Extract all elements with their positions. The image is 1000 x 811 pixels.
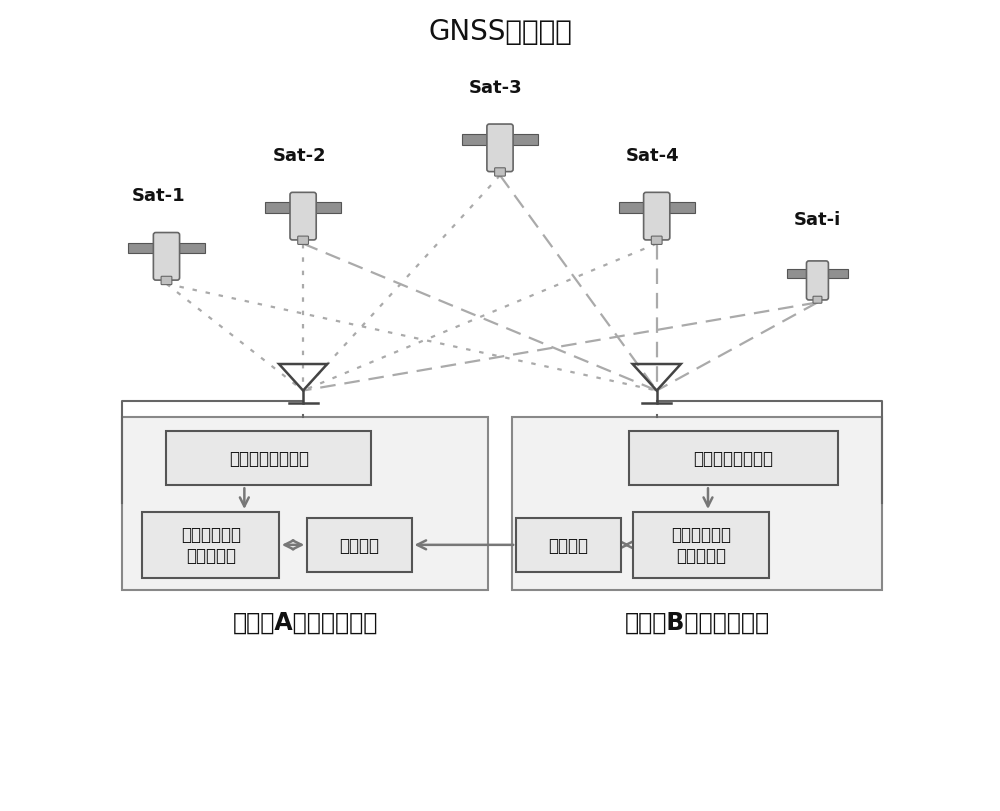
- Polygon shape: [787, 270, 809, 279]
- FancyBboxPatch shape: [142, 513, 279, 578]
- FancyBboxPatch shape: [629, 431, 838, 486]
- Polygon shape: [619, 203, 646, 214]
- FancyBboxPatch shape: [122, 418, 488, 590]
- Text: 伪卫星A时间同步模块: 伪卫星A时间同步模块: [232, 610, 378, 634]
- Polygon shape: [177, 243, 205, 254]
- FancyBboxPatch shape: [806, 262, 828, 301]
- Text: Sat-1: Sat-1: [132, 187, 185, 205]
- Text: Sat-2: Sat-2: [272, 147, 326, 165]
- Text: Sat-i: Sat-i: [794, 211, 841, 229]
- Polygon shape: [265, 203, 292, 214]
- FancyBboxPatch shape: [487, 125, 513, 173]
- FancyBboxPatch shape: [307, 518, 412, 573]
- Polygon shape: [462, 135, 489, 146]
- FancyBboxPatch shape: [813, 297, 822, 304]
- Polygon shape: [511, 135, 538, 146]
- Polygon shape: [826, 270, 848, 279]
- Text: Sat-3: Sat-3: [469, 79, 523, 97]
- Polygon shape: [667, 203, 695, 214]
- Text: 多通道接收机模块: 多通道接收机模块: [693, 449, 773, 467]
- Text: 伪卫星B时间同步模块: 伪卫星B时间同步模块: [624, 610, 769, 634]
- FancyBboxPatch shape: [633, 513, 769, 578]
- FancyBboxPatch shape: [651, 237, 662, 245]
- FancyBboxPatch shape: [512, 418, 882, 590]
- Text: 多通道接收机模块: 多通道接收机模块: [229, 449, 309, 467]
- Polygon shape: [314, 203, 341, 214]
- FancyBboxPatch shape: [153, 234, 180, 281]
- FancyBboxPatch shape: [644, 193, 670, 241]
- Text: GNSS卫星星座: GNSS卫星星座: [428, 19, 572, 46]
- Text: 通信模块: 通信模块: [339, 536, 379, 554]
- FancyBboxPatch shape: [516, 518, 621, 573]
- FancyBboxPatch shape: [161, 277, 172, 285]
- FancyBboxPatch shape: [298, 237, 308, 245]
- Text: 信息处理与钟
差修正模块: 信息处理与钟 差修正模块: [181, 526, 241, 564]
- FancyBboxPatch shape: [495, 169, 505, 177]
- Text: 信息处理与钟
差修正模块: 信息处理与钟 差修正模块: [671, 526, 731, 564]
- FancyBboxPatch shape: [166, 431, 371, 486]
- Text: 通信模块: 通信模块: [548, 536, 588, 554]
- Text: Sat-4: Sat-4: [626, 147, 680, 165]
- FancyBboxPatch shape: [290, 193, 316, 241]
- Polygon shape: [128, 243, 156, 254]
